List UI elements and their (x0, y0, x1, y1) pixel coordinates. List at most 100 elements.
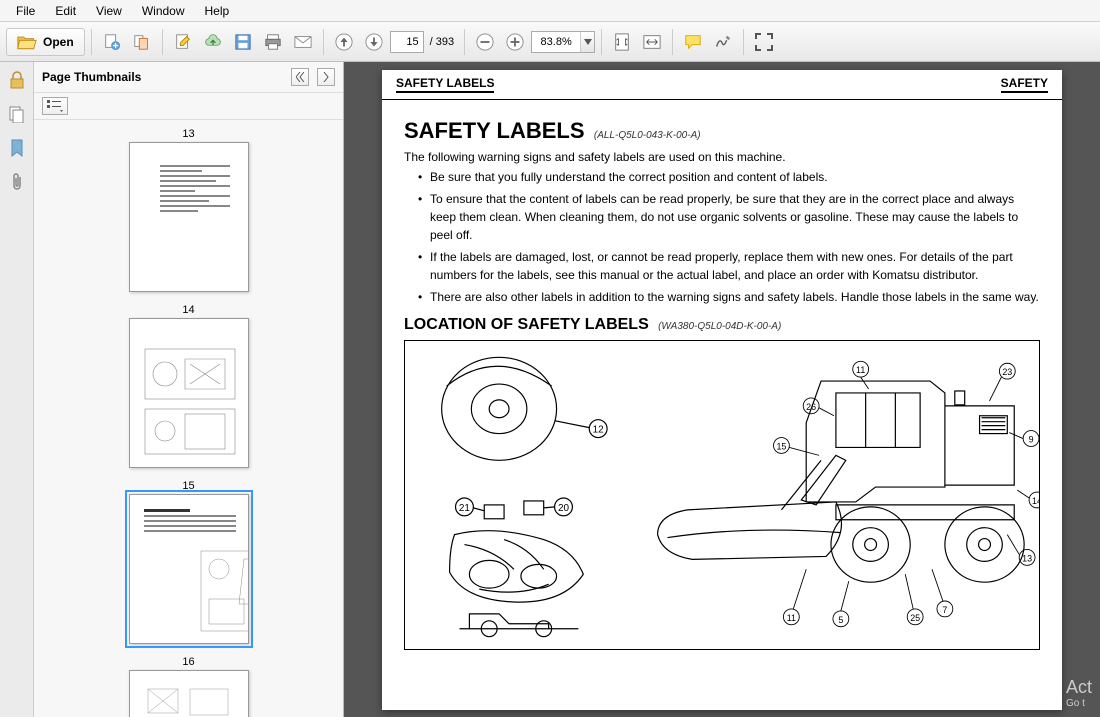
cloud-button[interactable] (199, 28, 227, 56)
page-up-button[interactable] (330, 28, 358, 56)
page-number-input[interactable] (390, 31, 424, 53)
thumbnail-preview-icon (130, 671, 249, 717)
thumbnails-title: Page Thumbnails (42, 70, 283, 84)
edit-button[interactable] (169, 28, 197, 56)
signature-icon (714, 33, 732, 51)
open-label: Open (43, 35, 74, 49)
fullscreen-button[interactable] (750, 28, 778, 56)
menu-edit[interactable]: Edit (45, 1, 86, 21)
thumbnail-page-selected (129, 494, 249, 644)
svg-text:26: 26 (806, 402, 816, 412)
thumbnails-next-button[interactable] (317, 68, 335, 86)
bullet-item: There are also other labels in addition … (418, 288, 1040, 306)
thumbnail-item[interactable]: 16 (42, 656, 335, 717)
zoom-value: 83.8% (532, 36, 580, 48)
thumbnail-item[interactable]: 14 (42, 304, 335, 468)
thumbnail-number: 14 (42, 304, 335, 316)
fit-width-button[interactable] (638, 28, 666, 56)
heading-code: (WA380-Q5L0-04D-K-00-A) (658, 321, 781, 332)
wheel-loader-diagram-icon: 12 21 20 (405, 341, 1039, 649)
bookmark-rail-button[interactable] (5, 136, 29, 160)
thumbnails-tools (34, 93, 343, 120)
thumbnails-options-button[interactable] (42, 97, 68, 115)
svg-text:23: 23 (1002, 367, 1012, 377)
pdf-export-icon (103, 33, 121, 51)
separator (91, 29, 92, 55)
speech-bubble-icon (684, 33, 702, 51)
plus-icon (506, 33, 524, 51)
lock-button[interactable] (5, 68, 29, 92)
chevron-right-icon (322, 72, 330, 82)
pages-icon (8, 105, 26, 123)
thumbnail-page (129, 142, 249, 292)
document-page: SAFETY LABELS SAFETY SAFETY LABELS (ALL-… (382, 70, 1062, 710)
navigation-rail (0, 62, 34, 717)
content-area: Page Thumbnails 13 14 (0, 62, 1100, 717)
double-chevron-left-icon (296, 72, 304, 82)
thumbnail-item[interactable]: 13 (42, 128, 335, 292)
svg-text:21: 21 (459, 503, 471, 514)
save-button[interactable] (229, 28, 257, 56)
heading-code: (ALL-Q5L0-043-K-00-A) (594, 130, 701, 141)
toolbar: Open / 393 83.8% (0, 22, 1100, 62)
create-pdf-button[interactable] (98, 28, 126, 56)
svg-text:11: 11 (856, 365, 865, 375)
menu-view[interactable]: View (86, 1, 132, 21)
fit-page-button[interactable] (608, 28, 636, 56)
bookmark-icon (10, 139, 24, 157)
document-viewer[interactable]: SAFETY LABELS SAFETY SAFETY LABELS (ALL-… (344, 62, 1100, 717)
minus-icon (476, 33, 494, 51)
thumbnail-preview-icon (130, 319, 249, 468)
svg-text:5: 5 (838, 615, 843, 625)
thumbnail-item[interactable]: 15 (42, 480, 335, 644)
edit-page-icon (174, 33, 192, 51)
cloud-upload-icon (204, 33, 222, 51)
page-down-button[interactable] (360, 28, 388, 56)
arrow-down-icon (365, 33, 383, 51)
thumbnail-number: 13 (42, 128, 335, 140)
email-button[interactable] (289, 28, 317, 56)
page-total-label: / 393 (426, 36, 458, 48)
svg-text:20: 20 (558, 503, 570, 514)
menu-file[interactable]: File (6, 1, 45, 21)
thumbnails-panel: Page Thumbnails 13 14 (34, 62, 344, 717)
thumbnail-number: 16 (42, 656, 335, 668)
menu-help[interactable]: Help (195, 1, 240, 21)
zoom-in-button[interactable] (501, 28, 529, 56)
bullet-item: If the labels are damaged, lost, or cann… (418, 248, 1040, 284)
intro-paragraph: The following warning signs and safety l… (404, 150, 1040, 164)
thumbnail-page (129, 318, 249, 468)
comment-button[interactable] (679, 28, 707, 56)
svg-text:9: 9 (1029, 434, 1034, 444)
bullet-item: Be sure that you fully understand the co… (418, 168, 1040, 186)
zoom-out-button[interactable] (471, 28, 499, 56)
svg-text:14: 14 (1032, 496, 1039, 506)
open-button[interactable]: Open (6, 28, 85, 56)
heading-2: LOCATION OF SAFETY LABELS (404, 316, 649, 333)
save-icon (234, 33, 252, 51)
thumbnails-scroll[interactable]: 13 14 15 (34, 120, 343, 717)
attachment-rail-button[interactable] (5, 170, 29, 194)
page-running-header: SAFETY LABELS SAFETY (382, 70, 1062, 100)
svg-text:7: 7 (942, 605, 947, 615)
sign-button[interactable] (709, 28, 737, 56)
pdf-combine-icon (133, 33, 151, 51)
safety-labels-diagram: 12 21 20 (404, 340, 1040, 650)
menu-bar: File Edit View Window Help (0, 0, 1100, 22)
zoom-select[interactable]: 83.8% (531, 31, 595, 53)
separator (672, 29, 673, 55)
print-button[interactable] (259, 28, 287, 56)
menu-window[interactable]: Window (132, 1, 195, 21)
svg-text:15: 15 (776, 441, 786, 451)
thumbnails-prev-button[interactable] (291, 68, 309, 86)
thumbnail-preview-icon (189, 549, 249, 639)
separator (601, 29, 602, 55)
print-icon (264, 33, 282, 51)
list-options-icon (47, 100, 63, 112)
svg-text:13: 13 (1022, 553, 1032, 563)
fit-width-icon (643, 33, 661, 51)
combine-button[interactable] (128, 28, 156, 56)
separator (162, 29, 163, 55)
thumbnail-number: 15 (42, 480, 335, 492)
pages-rail-button[interactable] (5, 102, 29, 126)
